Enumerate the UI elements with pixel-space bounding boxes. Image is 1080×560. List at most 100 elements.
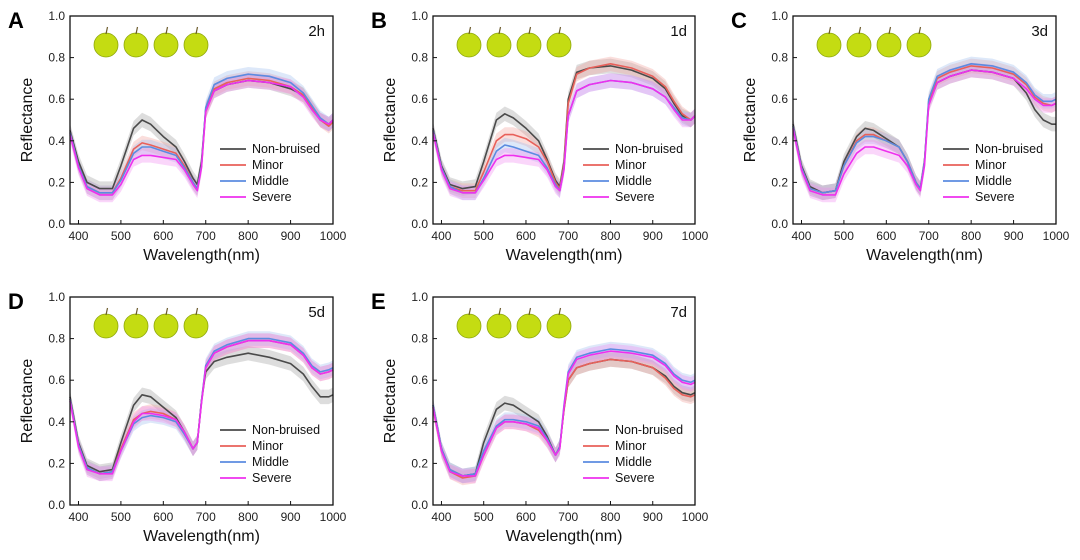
- y-tick-label: 1.0: [771, 9, 788, 23]
- legend-label: Non-bruised: [615, 423, 683, 437]
- line-middle: [792, 62, 1057, 194]
- x-tick-label: 1000: [682, 229, 709, 243]
- apple-stem-icon: [858, 26, 862, 35]
- band-severe: [793, 62, 1056, 203]
- apple-icon: [153, 32, 179, 58]
- legend-label: Minor: [975, 158, 1006, 172]
- y-tick-label: 0.4: [48, 134, 65, 148]
- y-tick-label: 0.0: [48, 217, 65, 231]
- panel-letter: B: [371, 8, 387, 33]
- panel-letter: E: [371, 289, 386, 314]
- apple-icon: [93, 313, 119, 339]
- apple-icon: [546, 313, 572, 339]
- time-label: 2h: [308, 23, 325, 40]
- y-tick-label: 0.8: [48, 332, 65, 346]
- x-tick-label: 600: [153, 229, 173, 243]
- x-tick-label: 1000: [320, 510, 347, 524]
- apple-stem-icon: [558, 26, 562, 35]
- apple-stem-icon: [498, 26, 502, 35]
- panel-e: 400 500 600 700 800 900 1000 0.0 0.2 0.4 0.6 0.8 1.0…: [371, 289, 709, 545]
- legend-label: Non-bruised: [615, 142, 683, 156]
- legend-label: Minor: [615, 439, 646, 453]
- legend-label: Non-bruised: [975, 142, 1043, 156]
- apple-icon: [183, 32, 209, 58]
- y-axis-label: Reflectance: [742, 78, 759, 163]
- apple-stem-icon: [135, 307, 139, 316]
- y-tick-label: 0.6: [48, 92, 65, 106]
- legend-label: Middle: [975, 174, 1012, 188]
- apple-icon: [846, 32, 872, 58]
- axes-frame: [432, 15, 696, 225]
- legend-label: Middle: [615, 455, 652, 469]
- y-axis-label: Reflectance: [19, 78, 36, 163]
- x-tick-label: 500: [474, 229, 494, 243]
- apple-icon: [183, 313, 209, 339]
- band-non-bruised: [70, 73, 333, 196]
- band-minor: [793, 58, 1056, 201]
- x-tick-label: 500: [111, 229, 131, 243]
- apple-stem-icon: [498, 307, 502, 316]
- apple-icon: [516, 313, 542, 339]
- x-tick-label: 500: [111, 510, 131, 524]
- y-tick-label: 0.0: [411, 217, 428, 231]
- axes-frame: [69, 15, 334, 225]
- x-tick-label: 800: [238, 229, 258, 243]
- x-tick-label: 400: [791, 229, 811, 243]
- panel-letter: A: [8, 8, 24, 33]
- x-tick-label: 700: [196, 510, 216, 524]
- y-tick-label: 0.4: [771, 134, 788, 148]
- x-tick-label: 900: [643, 510, 663, 524]
- y-tick-label: 1.0: [411, 290, 428, 304]
- apple-stem-icon: [888, 26, 892, 35]
- y-tick-label: 0.0: [771, 217, 788, 231]
- apples-photo: [93, 307, 209, 339]
- x-tick-label: 700: [196, 229, 216, 243]
- line-severe: [69, 339, 334, 475]
- apple-stem-icon: [918, 26, 922, 35]
- legend-label: Minor: [252, 158, 283, 172]
- x-tick-label: 600: [876, 229, 896, 243]
- x-tick-label: 900: [643, 229, 663, 243]
- apple-icon: [486, 32, 512, 58]
- x-tick-label: 800: [600, 510, 620, 524]
- line-severe: [792, 69, 1057, 196]
- x-tick-label: 900: [1004, 229, 1024, 243]
- x-tick-label: 400: [68, 510, 88, 524]
- apple-stem-icon: [195, 307, 199, 316]
- legend-label: Non-bruised: [252, 142, 320, 156]
- band-minor: [433, 352, 695, 486]
- legend-label: Severe: [252, 471, 292, 485]
- apple-stem-icon: [468, 307, 472, 316]
- apple-stem-icon: [165, 26, 169, 35]
- legend-label: Middle: [252, 455, 289, 469]
- x-tick-label: 1000: [682, 510, 709, 524]
- panel-b: 400 500 600 700 800 900 1000 0.0 0.2 0.4 0.6 0.8 1.0…: [371, 8, 709, 264]
- x-tick-label: 700: [558, 510, 578, 524]
- legend-label: Non-bruised: [252, 423, 320, 437]
- panel-letter: C: [731, 8, 747, 33]
- legend-label: Minor: [252, 439, 283, 453]
- legend-label: Severe: [615, 471, 655, 485]
- y-tick-label: 0.0: [48, 498, 65, 512]
- apple-icon: [906, 32, 932, 58]
- line-severe: [432, 350, 696, 477]
- apples-photo: [456, 307, 572, 339]
- x-axis-label: Wavelength(nm): [143, 528, 260, 545]
- x-tick-label: 1000: [320, 229, 347, 243]
- time-label: 7d: [670, 304, 687, 321]
- apple-stem-icon: [195, 26, 199, 35]
- apples-photo: [816, 26, 932, 58]
- panel-letter: D: [8, 289, 24, 314]
- x-axis-label: Wavelength(nm): [866, 247, 983, 264]
- x-tick-label: 500: [474, 510, 494, 524]
- y-tick-label: 0.4: [48, 415, 65, 429]
- x-tick-label: 400: [431, 229, 451, 243]
- apple-icon: [153, 313, 179, 339]
- line-minor: [432, 62, 696, 192]
- x-tick-label: 500: [834, 229, 854, 243]
- y-tick-label: 0.8: [771, 51, 788, 65]
- legend-label: Middle: [252, 174, 289, 188]
- legend-label: Minor: [615, 158, 646, 172]
- y-tick-label: 0.2: [411, 175, 428, 189]
